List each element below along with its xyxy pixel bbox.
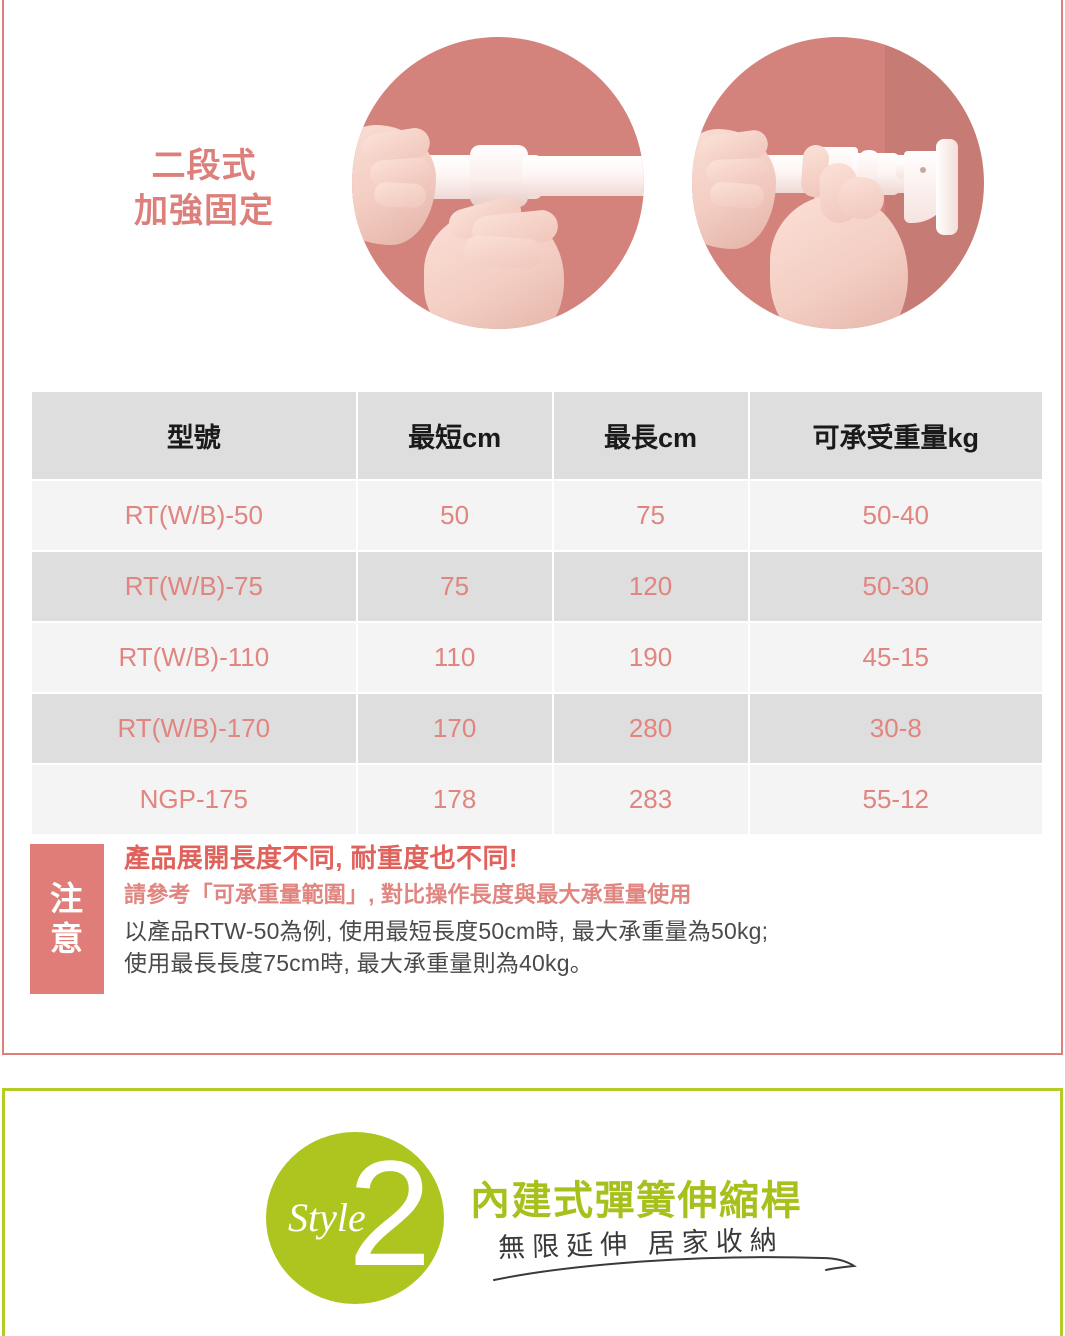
notice-badge-char-1: 注 xyxy=(50,879,84,917)
notice-line-3a: 以產品RTW-50為例, 使用最短長度50cm時, 最大承重量為50kg; xyxy=(124,917,769,944)
cell-model: RT(W/B)-75 xyxy=(32,552,356,621)
cell-model: RT(W/B)-170 xyxy=(32,694,356,763)
cell-min: 110 xyxy=(357,623,552,692)
col-header-max: 最長cm xyxy=(553,392,748,479)
notice-badge-char-2: 意 xyxy=(50,920,84,957)
cell-min: 75 xyxy=(357,552,552,621)
notice-line-2: 請參考「可承重量範圍」, 對比操作長度與最大承重量使用 xyxy=(124,881,692,907)
cell-max: 120 xyxy=(553,552,748,621)
pink-panel: 二段式 加強固定 xyxy=(2,0,1063,1055)
style-badge: Style 2 xyxy=(266,1132,444,1304)
table-row: NGP-175 178 283 55-12 xyxy=(32,765,1042,834)
lead-title: 二段式 加強固定 xyxy=(64,144,344,234)
table-row: RT(W/B)-50 50 75 50-40 xyxy=(32,481,1042,550)
cell-max: 283 xyxy=(553,765,748,834)
notice-line-3b: 使用最長長度75cm時, 最大承重量則為40kg。 xyxy=(124,950,593,977)
table-row: RT(W/B)-110 110 190 45-15 xyxy=(32,623,1042,692)
col-header-load: 可承受重量kg xyxy=(749,392,1042,479)
table-header-row: 型號 最短cm 最長cm 可承受重量kg xyxy=(32,392,1042,479)
cell-model: NGP-175 xyxy=(32,765,356,834)
cell-model: RT(W/B)-50 xyxy=(32,481,356,550)
notice-body: 產品展開長度不同, 耐重度也不同! 請參考「可承重量範圍」, 對比操作長度與最大… xyxy=(124,840,1014,980)
notice-badge: 注 意 xyxy=(30,844,104,994)
handwritten-underline-icon xyxy=(493,1256,857,1281)
style2-subtitle-wrap: 無限延伸 居家收納 xyxy=(493,1222,878,1282)
cell-max: 75 xyxy=(553,481,748,550)
cell-model: RT(W/B)-110 xyxy=(32,623,356,692)
photo-two-stage-lock-step-1 xyxy=(352,37,644,329)
notice-block: 注 意 產品展開長度不同, 耐重度也不同! 請參考「可承重量範圍」, 對比操作長… xyxy=(30,843,1020,994)
cell-max: 280 xyxy=(553,694,748,763)
green-panel xyxy=(2,1088,1063,1336)
lead-title-line1: 二段式 xyxy=(151,147,257,185)
lead-title-line2: 加強固定 xyxy=(134,191,274,230)
spec-table: 型號 最短cm 最長cm 可承受重量kg RT(W/B)-50 50 75 50… xyxy=(30,390,1044,836)
cell-load: 50-30 xyxy=(749,552,1042,621)
style-badge-word: Style xyxy=(288,1195,366,1240)
cell-min: 178 xyxy=(357,765,552,834)
cell-min: 50 xyxy=(357,481,552,550)
cell-load: 30-8 xyxy=(749,694,1042,763)
table-row: RT(W/B)-170 170 280 30-8 xyxy=(32,694,1042,763)
cell-load: 55-12 xyxy=(749,765,1042,834)
notice-line-1: 產品展開長度不同, 耐重度也不同! xyxy=(124,843,518,873)
cell-load: 50-40 xyxy=(749,481,1042,550)
style-badge-number: 2 xyxy=(348,1129,432,1297)
style2-title: 內建式彈簧伸縮桿 xyxy=(470,1179,802,1223)
cell-max: 190 xyxy=(553,623,748,692)
notice-line-3: 以產品RTW-50為例, 使用最短長度50cm時, 最大承重量為50kg; 使用… xyxy=(124,915,1014,980)
col-header-model: 型號 xyxy=(32,392,356,479)
table-row: RT(W/B)-75 75 120 50-30 xyxy=(32,552,1042,621)
col-header-min: 最短cm xyxy=(357,392,552,479)
photo-two-stage-lock-step-2 xyxy=(692,37,984,329)
cell-load: 45-15 xyxy=(749,623,1042,692)
cell-min: 170 xyxy=(357,694,552,763)
